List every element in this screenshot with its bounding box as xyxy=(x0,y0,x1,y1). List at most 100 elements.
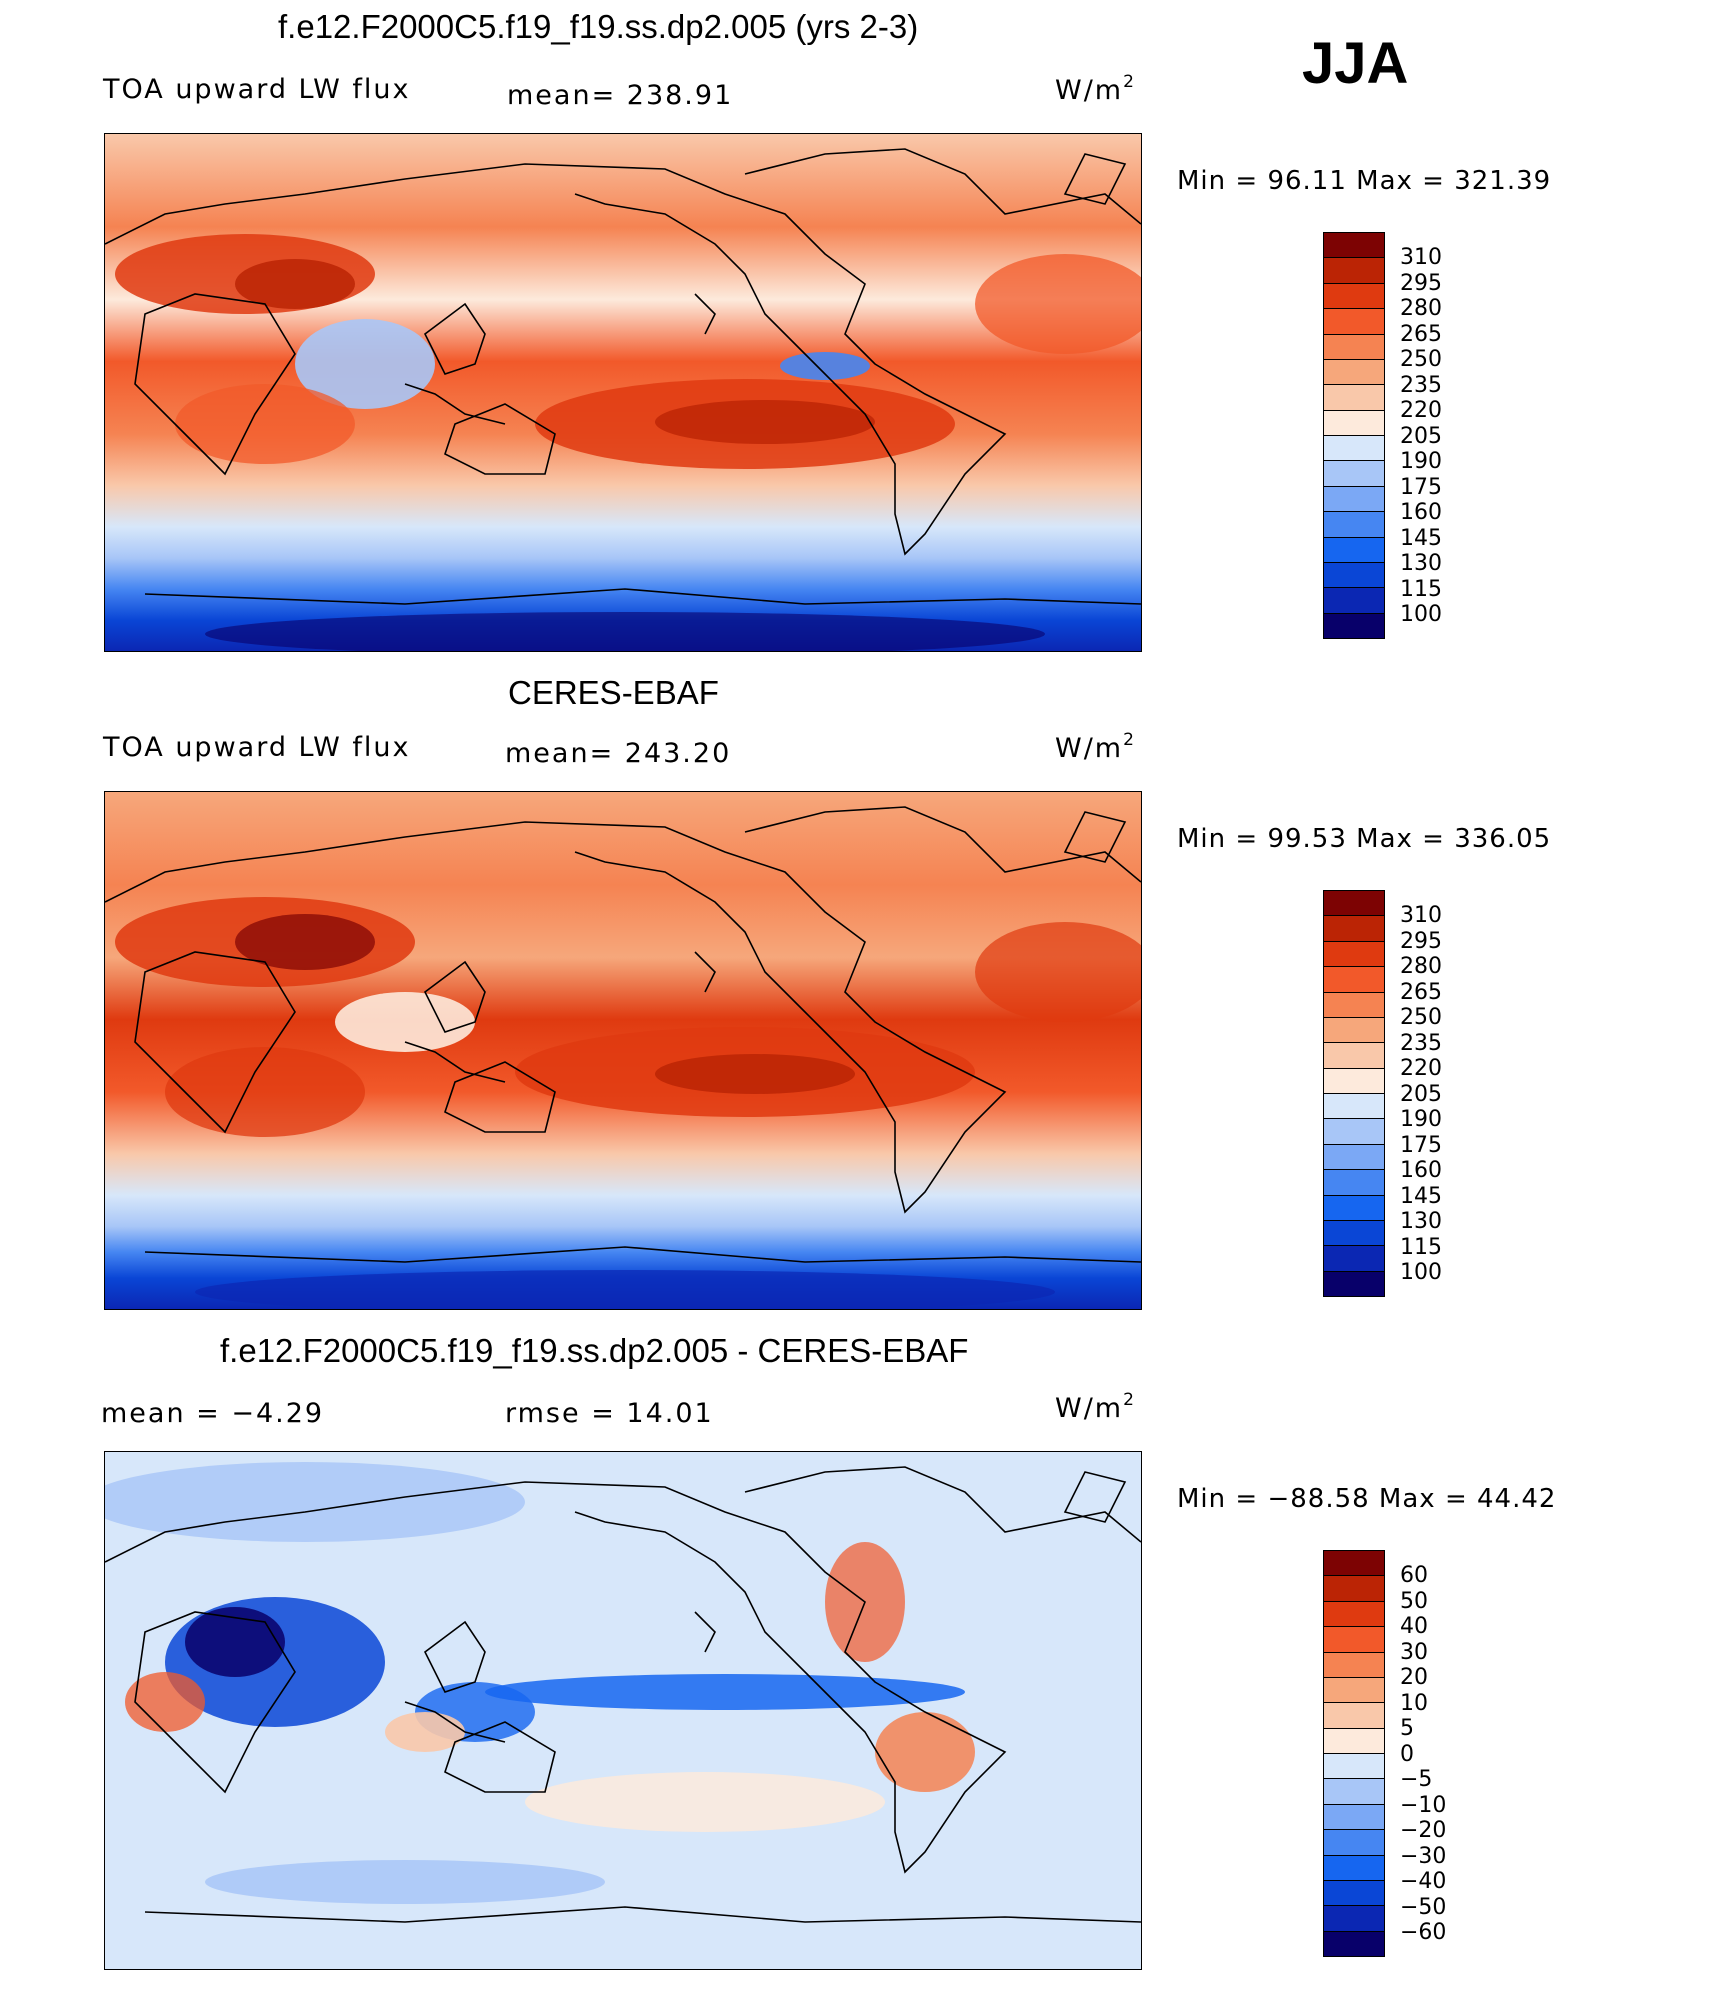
colorbar-tick-label: 190 xyxy=(1400,449,1442,474)
panel-2-arabia-core xyxy=(235,914,375,970)
colorbar-2-swatch xyxy=(1324,992,1384,1018)
panel-2-pacific-core xyxy=(655,1054,855,1094)
colorbar-2-swatch xyxy=(1324,1043,1384,1069)
colorbar-3-swatch xyxy=(1324,1830,1384,1856)
colorbar-tick-label: 60 xyxy=(1400,1563,1428,1588)
colorbar-1-swatch xyxy=(1324,233,1384,259)
colorbar-tick-label: 280 xyxy=(1400,954,1442,979)
colorbar-1-swatch xyxy=(1324,258,1384,284)
colorbar-1-swatch xyxy=(1324,410,1384,436)
panel-3-mean: mean = −4.29 xyxy=(101,1398,325,1429)
panel-3-west-africa-positive xyxy=(125,1672,205,1732)
colorbar-tick-label: 0 xyxy=(1400,1741,1414,1767)
panel-3-title: f.e12.F2000C5.f19_f19.ss.dp2.005 - CERES… xyxy=(220,1332,969,1369)
colorbar-tick-label: 160 xyxy=(1400,1158,1442,1183)
colorbar-2-swatch xyxy=(1324,1220,1384,1247)
colorbar-1-swatch xyxy=(1324,512,1384,538)
colorbar-tick-label: 175 xyxy=(1400,474,1442,500)
colorbar-tick-label: −50 xyxy=(1400,1894,1447,1920)
colorbar-1-swatch xyxy=(1324,486,1384,513)
panel-3-itcz-negative xyxy=(485,1674,965,1710)
colorbar-3-swatch xyxy=(1324,1855,1384,1881)
colorbar-tick-label: −10 xyxy=(1400,1792,1447,1818)
panel-2-mean: mean= 243.20 xyxy=(505,738,732,769)
colorbar-tick-label: 5 xyxy=(1400,1716,1414,1741)
colorbar-2-swatch xyxy=(1324,1195,1384,1221)
colorbar-tick-label: 310 xyxy=(1400,903,1442,928)
colorbar-tick-label: 10 xyxy=(1400,1690,1428,1716)
colorbar-tick-label: 175 xyxy=(1400,1132,1442,1158)
colorbar-tick-label: 50 xyxy=(1400,1588,1428,1614)
colorbar-2-swatch xyxy=(1324,1017,1384,1044)
colorbar-tick-label: 130 xyxy=(1400,551,1442,576)
colorbar-3-swatch xyxy=(1324,1880,1384,1907)
colorbar-tick-label: 20 xyxy=(1400,1665,1428,1690)
colorbar-tick-label: 145 xyxy=(1400,1183,1442,1209)
panel-3-minmax: Min = −88.58 Max = 44.42 xyxy=(1177,1484,1557,1514)
colorbar-tick-label: 100 xyxy=(1400,602,1442,627)
colorbar-2-swatch xyxy=(1324,1094,1384,1120)
panel-2-title: CERES-EBAF xyxy=(508,674,719,711)
colorbar-3-swatch xyxy=(1324,1804,1384,1831)
panel-3-colorbar xyxy=(1323,1550,1385,1957)
colorbar-2-swatch xyxy=(1324,1068,1384,1094)
colorbar-1-swatch xyxy=(1324,309,1384,335)
colorbar-2-swatch xyxy=(1324,941,1384,968)
panel-1-antarctica-low-olr xyxy=(205,612,1045,651)
panel-2-africa-south-high-olr xyxy=(165,1047,365,1137)
panel-2-units: W/m2 xyxy=(1055,730,1136,764)
panel-3-north-negative xyxy=(105,1462,525,1542)
panel-1-arabia-core xyxy=(235,259,355,309)
colorbar-tick-label: −40 xyxy=(1400,1869,1447,1894)
panel-2-minmax: Min = 99.53 Max = 336.05 xyxy=(1177,824,1552,854)
panel-1-minmax: Min = 96.11 Max = 321.39 xyxy=(1177,166,1552,196)
panel-1-africa-south-high-olr xyxy=(175,384,355,464)
colorbar-2-swatch xyxy=(1324,891,1384,917)
panel-2-field-label: TOA upward LW flux xyxy=(103,732,411,763)
colorbar-tick-label: −20 xyxy=(1400,1818,1447,1843)
colorbar-tick-label: 280 xyxy=(1400,296,1442,321)
colorbar-1-swatch xyxy=(1324,283,1384,310)
colorbar-tick-label: 115 xyxy=(1400,576,1442,602)
panel-1-monsoon-low-olr xyxy=(295,319,435,409)
colorbar-tick-label: −30 xyxy=(1400,1843,1447,1869)
panel-3-africa-core xyxy=(185,1607,285,1677)
panel-1-colorbar xyxy=(1323,232,1385,639)
colorbar-tick-label: 160 xyxy=(1400,500,1442,525)
panel-1-title: f.e12.F2000C5.f19_f19.ss.dp2.005 (yrs 2-… xyxy=(278,8,919,45)
colorbar-tick-label: 115 xyxy=(1400,1234,1442,1260)
panel-1-itcz-low-olr xyxy=(780,352,870,380)
colorbar-tick-label: 190 xyxy=(1400,1107,1442,1132)
colorbar-2-swatch xyxy=(1324,916,1384,942)
panel-3-rmse: rmse = 14.01 xyxy=(505,1398,714,1429)
panel-3-southern-ocean-negative xyxy=(205,1860,605,1904)
panel-2-coastlines xyxy=(105,806,1141,1263)
season-label: JJA xyxy=(1302,31,1409,96)
panel-1-mean: mean= 238.91 xyxy=(507,80,734,111)
panel-2-atlantic-high-olr xyxy=(975,922,1141,1022)
colorbar-1-swatch xyxy=(1324,359,1384,386)
panel-3-map xyxy=(104,1451,1142,1970)
colorbar-3-swatch xyxy=(1324,1652,1384,1678)
colorbar-tick-label: 220 xyxy=(1400,1056,1442,1081)
colorbar-tick-label: 100 xyxy=(1400,1260,1442,1285)
colorbar-3-swatch xyxy=(1324,1677,1384,1704)
colorbar-tick-label: 250 xyxy=(1400,1005,1442,1030)
colorbar-tick-label: 250 xyxy=(1400,347,1442,372)
panel-2-monsoon-low-olr xyxy=(335,992,475,1052)
panel-1-coastlines xyxy=(105,148,1141,605)
panel-3-south-america-positive xyxy=(875,1712,975,1792)
colorbar-3-swatch xyxy=(1324,1728,1384,1754)
colorbar-1-swatch xyxy=(1324,537,1384,563)
colorbar-1-labels: 310 295 280 265 250 235 220 205 190 175 … xyxy=(1400,245,1442,628)
colorbar-tick-label: 40 xyxy=(1400,1614,1428,1639)
colorbar-1-swatch xyxy=(1324,562,1384,589)
panel-1-field-label: TOA upward LW flux xyxy=(103,74,411,105)
panel-3-indian-ocean-positive xyxy=(385,1712,465,1752)
colorbar-tick-label: 220 xyxy=(1400,398,1442,423)
colorbar-1-swatch xyxy=(1324,461,1384,487)
panel-1-units: W/m2 xyxy=(1055,72,1136,106)
colorbar-2-swatch xyxy=(1324,967,1384,993)
colorbar-3-swatch xyxy=(1324,1779,1384,1805)
colorbar-tick-label: 130 xyxy=(1400,1209,1442,1234)
